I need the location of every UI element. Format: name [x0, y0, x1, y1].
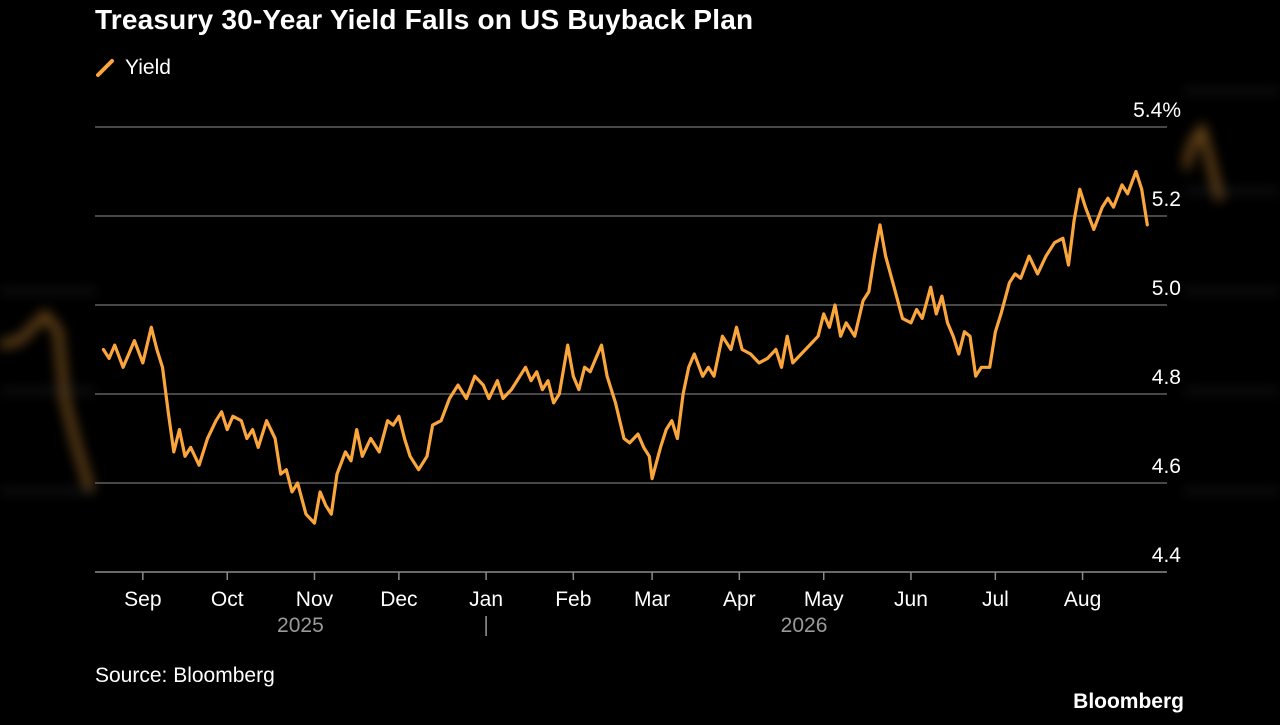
background-left-blur [0, 0, 96, 720]
series-line-yield [101, 169, 1149, 525]
y-tick-label: 4.8 [1152, 366, 1181, 389]
y-tick-label: 4.4 [1152, 544, 1182, 567]
background-right-blur [1180, 0, 1280, 720]
source-note: Source: Bloomberg [95, 664, 275, 687]
y-tick-label: 5.0 [1152, 277, 1181, 300]
x-tick-label: Oct [211, 588, 244, 611]
y-tick-label: 5.4% [1133, 99, 1181, 122]
legend-label-yield: Yield [125, 56, 171, 79]
legend: Yield [95, 56, 171, 80]
x-tick-label: Nov [296, 588, 334, 611]
background-left-blur-line [0, 290, 96, 492]
x-tick-label: Jun [894, 588, 928, 611]
x-tick-label: Apr [723, 588, 756, 611]
legend-swatch-icon [96, 59, 114, 77]
x-tick-label: Aug [1064, 588, 1101, 611]
x-tick-label: Jul [982, 588, 1009, 611]
y-tick-label: 5.2 [1152, 188, 1181, 211]
x-tick-label: Feb [555, 588, 591, 611]
grid-lines [95, 126, 1167, 484]
chart-title: Treasury 30-Year Yield Falls on US Buyba… [95, 4, 754, 35]
y-axis: 4.4 4.6 4.8 5.0 5.2 5.4% [1133, 99, 1181, 567]
year-label: 2026 [781, 614, 828, 637]
brand-logo: Bloomberg [1073, 690, 1184, 713]
y-tick-label: 4.6 [1152, 455, 1181, 478]
series-group [101, 169, 1149, 525]
x-tick-label: Dec [380, 588, 417, 611]
background-right-blur-line [1180, 90, 1280, 492]
x-tick-label: Jan [469, 588, 503, 611]
x-tick-label: May [804, 588, 844, 611]
x-tick-label: Sep [124, 588, 161, 611]
year-label: 2025 [277, 614, 324, 637]
x-axis: Sep Oct Nov Dec Jan Feb Mar Apr May Jun Jul Aug 2025… [95, 571, 1167, 637]
x-tick-label: Mar [634, 588, 670, 611]
